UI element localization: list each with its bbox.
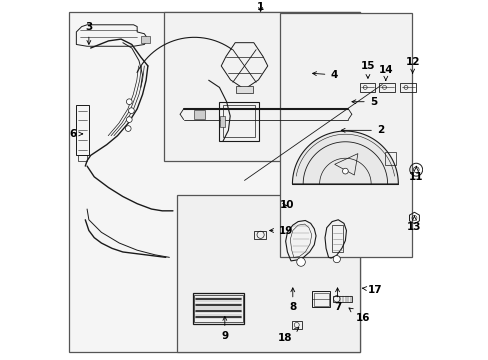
Bar [78,156,87,161]
Bar [223,105,255,138]
Text: 9: 9 [221,316,228,341]
Bar [314,293,328,306]
Bar [176,195,359,352]
Bar [141,36,149,43]
Bar [194,109,205,119]
Bar [163,12,359,161]
Bar [236,86,252,93]
Bar [331,225,342,252]
Bar [332,296,351,302]
Text: 6: 6 [69,129,82,139]
Circle shape [296,258,305,266]
Bar [219,102,258,141]
Text: 4: 4 [312,70,337,80]
Circle shape [126,99,132,104]
Text: 11: 11 [408,166,423,182]
Circle shape [125,126,131,131]
Text: 7: 7 [333,288,341,312]
Text: 10: 10 [279,201,293,211]
Text: 1: 1 [257,2,264,12]
Bar [254,230,265,239]
Text: 19: 19 [269,225,292,235]
Bar [400,83,415,92]
Text: 3: 3 [85,22,92,44]
Bar [291,321,301,329]
Bar [280,13,411,257]
Polygon shape [292,131,398,184]
Bar [385,152,395,166]
Text: 13: 13 [407,216,421,232]
Text: 12: 12 [405,57,419,73]
Circle shape [126,117,132,122]
Circle shape [128,108,134,113]
Bar [192,293,244,324]
Bar [312,291,330,307]
Circle shape [342,168,347,174]
Text: 18: 18 [278,328,298,343]
Text: 5: 5 [351,97,376,107]
Bar [69,12,359,352]
Circle shape [332,256,340,263]
Text: 2: 2 [341,125,384,135]
Text: 17: 17 [362,284,382,294]
Text: 15: 15 [360,61,374,78]
Text: 16: 16 [348,308,369,323]
Bar [220,116,224,127]
Text: 8: 8 [288,288,296,312]
Bar [76,105,89,156]
Bar [378,83,394,92]
Bar [359,83,375,92]
Text: 14: 14 [378,64,392,80]
Bar [194,295,242,322]
